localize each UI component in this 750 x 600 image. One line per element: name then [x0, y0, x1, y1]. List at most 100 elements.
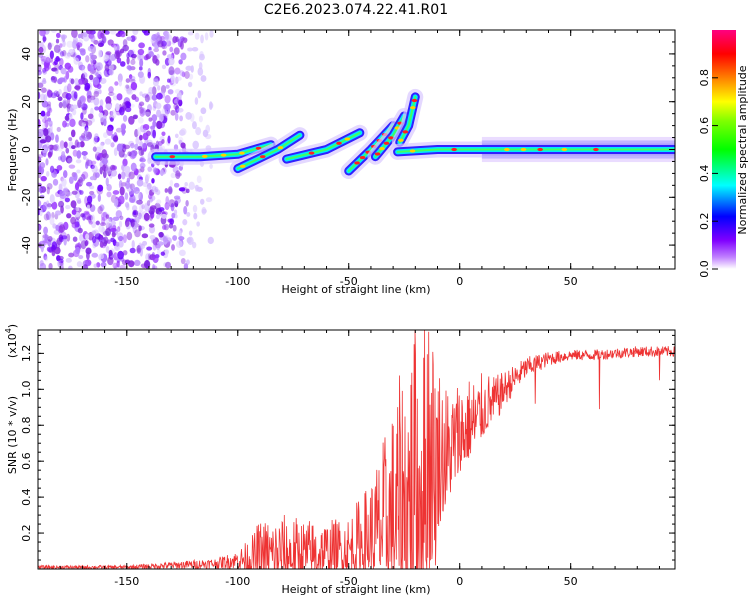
noise-blob — [198, 115, 203, 123]
noise-blob — [70, 78, 75, 85]
noise-blob — [66, 103, 72, 109]
noise-blob — [112, 135, 118, 142]
noise-blob — [106, 191, 112, 198]
noise-blob — [86, 204, 90, 210]
noise-blob — [138, 103, 143, 110]
noise-blob — [100, 261, 107, 268]
noise-blob — [108, 68, 114, 76]
noise-blob — [82, 117, 88, 124]
x-tick-label: 0 — [456, 575, 463, 588]
noise-blob — [78, 255, 84, 260]
noise-blob — [117, 226, 121, 233]
noise-blob — [121, 101, 127, 111]
noise-blob — [70, 200, 77, 209]
noise-blob — [86, 159, 93, 167]
noise-blob — [166, 199, 171, 206]
noise-blob — [41, 79, 47, 85]
noise-blob — [47, 42, 52, 50]
noise-blob — [56, 126, 61, 133]
noise-blob — [168, 199, 176, 208]
noise-blob — [161, 224, 167, 230]
ridge-hotspot — [383, 141, 390, 145]
spectrogram-noise-region — [38, 30, 214, 269]
noise-blob — [209, 102, 214, 109]
noise-blob — [112, 216, 120, 221]
y-tick-label: 0.2 — [20, 524, 33, 542]
noise-blob — [102, 109, 109, 117]
noise-blob — [93, 90, 100, 98]
noise-blob — [136, 179, 144, 187]
noise-blob — [98, 112, 104, 118]
noise-blob — [99, 99, 104, 107]
noise-blob — [156, 92, 163, 100]
x-tick-label: 50 — [564, 275, 578, 288]
noise-blob — [52, 178, 59, 186]
noise-blob — [149, 205, 157, 210]
noise-blob — [138, 54, 145, 61]
noise-blob — [119, 265, 127, 269]
noise-blob — [66, 104, 71, 113]
noise-blob — [87, 45, 95, 52]
noise-blob — [62, 99, 68, 107]
ridge-core — [236, 134, 301, 170]
spectrogram-y-ticks: -40 -20 0 20 40 — [20, 29, 675, 270]
noise-blob — [65, 257, 72, 263]
noise-blob — [50, 132, 55, 141]
noise-blob — [155, 243, 161, 251]
noise-blob — [176, 76, 182, 81]
noise-blob — [72, 108, 77, 116]
noise-blob — [82, 155, 87, 160]
noise-blob — [51, 201, 58, 210]
noise-blob — [175, 105, 180, 113]
noise-blob — [99, 253, 105, 260]
noise-blob — [38, 41, 44, 48]
noise-blob — [187, 81, 193, 88]
noise-blob — [144, 203, 151, 213]
noise-blob — [156, 53, 160, 59]
noise-blob — [46, 111, 51, 117]
noise-blob — [57, 145, 63, 152]
noise-blob — [174, 112, 179, 121]
noise-blob — [116, 93, 123, 101]
noise-blob — [57, 260, 61, 265]
noise-blob — [172, 36, 178, 44]
noise-blob — [151, 264, 156, 269]
noise-blob — [118, 220, 123, 228]
ridge-hotspot — [411, 98, 418, 103]
noise-blob — [168, 57, 175, 66]
noise-blob — [76, 169, 81, 174]
noise-blob — [106, 127, 113, 136]
noise-blob — [76, 261, 83, 268]
noise-blob — [38, 91, 41, 100]
noise-blob — [180, 40, 184, 50]
noise-blob — [40, 243, 44, 253]
noise-blob — [40, 87, 47, 93]
x-tick-label: -150 — [114, 275, 139, 288]
noise-blob — [138, 101, 145, 107]
snr-frame — [37, 329, 676, 570]
noise-blob — [153, 77, 159, 82]
noise-blob — [58, 258, 64, 264]
noise-blob — [188, 181, 195, 190]
noise-blob — [158, 207, 165, 212]
noise-blob — [66, 233, 71, 242]
noise-blob — [97, 184, 104, 192]
noise-blob — [42, 128, 49, 137]
noise-blob — [82, 72, 88, 79]
noise-blob — [113, 45, 117, 51]
noise-blob — [159, 169, 164, 177]
noise-blob — [178, 59, 183, 65]
noise-blob — [86, 216, 93, 221]
noise-blob — [38, 166, 45, 175]
noise-blob — [192, 204, 198, 213]
noise-blob — [108, 86, 114, 94]
spectrogram-x-label: Height of straight line (km) — [281, 283, 430, 296]
x-tick-label: -50 — [340, 275, 358, 288]
noise-blob — [82, 213, 86, 221]
noise-blob — [128, 197, 134, 203]
noise-blob — [145, 173, 151, 180]
noise-blob — [97, 206, 103, 215]
noise-blob — [141, 233, 149, 239]
noise-blob — [53, 44, 61, 53]
noise-blob — [55, 69, 59, 75]
